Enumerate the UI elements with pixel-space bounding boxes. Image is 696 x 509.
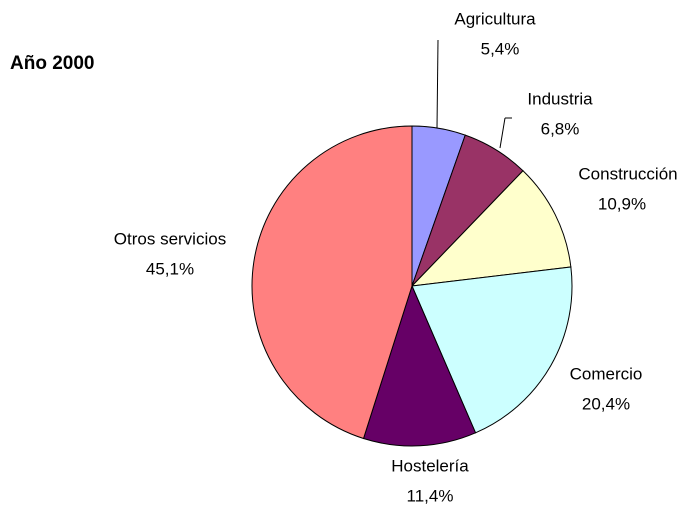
slice-value: 6,8% <box>541 119 580 138</box>
pie-slice <box>410 170 572 287</box>
pie-slice <box>362 284 477 447</box>
leader-line <box>436 39 439 129</box>
slice-value: 10,9% <box>598 194 646 213</box>
chart-title: Año 2000 <box>10 53 94 74</box>
slice-label: Agricultura <box>454 9 536 28</box>
slice-label: Industria <box>527 89 593 108</box>
slice-label: Construcción <box>578 164 677 183</box>
pie-slice <box>251 125 413 440</box>
pie-slice <box>411 266 573 434</box>
slice-label: Otros servicios <box>114 229 226 248</box>
slice-value: 5,4% <box>481 39 520 58</box>
leader-line <box>499 117 506 149</box>
slice-label: Comercio <box>570 364 643 383</box>
slice-value: 20,4% <box>582 394 630 413</box>
slice-value: 11,4% <box>407 486 454 505</box>
slice-value: 45,1% <box>146 259 194 278</box>
slice-label: Hostelería <box>391 456 469 475</box>
